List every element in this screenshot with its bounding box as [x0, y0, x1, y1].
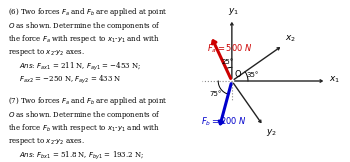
Text: the force $F_b$ with respect to $x_1$-$y_1$ and with: the force $F_b$ with respect to $x_1$-$y… [8, 122, 160, 134]
Text: $F_b = 200$ N: $F_b = 200$ N [201, 116, 246, 128]
Text: (6) Two forces $F_a$ and $F_b$ are applied at point: (6) Two forces $F_a$ and $F_b$ are appli… [8, 6, 168, 18]
Text: $F_a = 500$ N: $F_a = 500$ N [207, 43, 252, 55]
Text: $O$ as shown. Determine the components of: $O$ as shown. Determine the components o… [8, 109, 161, 121]
Text: $O$ as shown. Determine the components of: $O$ as shown. Determine the components o… [8, 20, 161, 32]
Text: 75°: 75° [209, 91, 221, 97]
Text: $y_1$: $y_1$ [228, 6, 239, 17]
Text: $x_1$: $x_1$ [329, 75, 340, 85]
Text: respect to $x_2$-$y_2$ axes.: respect to $x_2$-$y_2$ axes. [8, 47, 85, 58]
Text: respect to $x_2$-$y_2$ axes.: respect to $x_2$-$y_2$ axes. [8, 136, 85, 147]
Text: $Ans$: $F_{ax1}$ = 211 N, $F_{ay1}$ = −453 N;: $Ans$: $F_{ax1}$ = 211 N, $F_{ay1}$ = −4… [8, 60, 141, 73]
Text: $x_2$: $x_2$ [285, 34, 296, 44]
Text: (7) Two forces $F_a$ and $F_b$ are applied at point: (7) Two forces $F_a$ and $F_b$ are appli… [8, 95, 168, 107]
Text: 35°: 35° [246, 71, 259, 77]
Text: $Ans$: $F_{bx1}$ = 51.8 N, $F_{by1}$ = 193.2 N;: $Ans$: $F_{bx1}$ = 51.8 N, $F_{by1}$ = 1… [8, 149, 145, 162]
Text: $F_{ax2}$ = −250 N, $F_{ay2}$ = 433 N: $F_{ax2}$ = −250 N, $F_{ay2}$ = 433 N [8, 74, 122, 86]
Text: $y_2$: $y_2$ [266, 127, 276, 138]
Text: 25°: 25° [222, 59, 234, 65]
Text: O: O [234, 70, 241, 79]
Text: the force $F_a$ with respect to $x_1$-$y_1$ and with: the force $F_a$ with respect to $x_1$-$y… [8, 33, 160, 45]
